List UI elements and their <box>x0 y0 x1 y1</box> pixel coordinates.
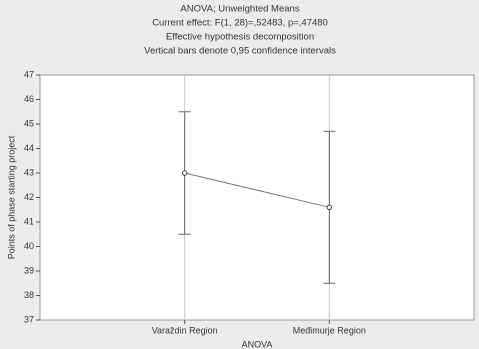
y-tick-label: 40 <box>24 241 34 251</box>
chart-title: Current effect: F(1, 28)=,52483, p=,4748… <box>152 18 328 29</box>
plot-area <box>39 74 475 321</box>
x-tick-label: Međimurje Region <box>293 325 366 335</box>
x-axis-label: ANOVA <box>242 339 273 349</box>
point <box>181 170 188 176</box>
y-tick-label: 38 <box>24 290 34 300</box>
y-tick-label: 44 <box>24 143 34 153</box>
chart-title: ANOVA; Unweighted Means <box>180 4 299 15</box>
y-tick-label: 45 <box>24 118 34 128</box>
chart-title: Effective hypothesis decomposition <box>166 32 314 43</box>
x-tick-label: Varaždin Region <box>152 325 218 335</box>
chart-title: Vertical bars denote 0,95 confidence int… <box>144 46 336 57</box>
y-axis-label: Points of phase starting project <box>6 135 16 259</box>
y-tick-label: 47 <box>24 69 34 79</box>
y-tick-label: 39 <box>24 265 34 275</box>
y-tick-label: 41 <box>24 216 34 226</box>
y-tick-label: 37 <box>24 314 34 324</box>
y-tick-label: 43 <box>24 167 34 177</box>
line <box>184 172 330 208</box>
point <box>326 204 333 211</box>
y-tick-label: 46 <box>24 94 34 104</box>
y-tick-label: 42 <box>24 192 34 202</box>
